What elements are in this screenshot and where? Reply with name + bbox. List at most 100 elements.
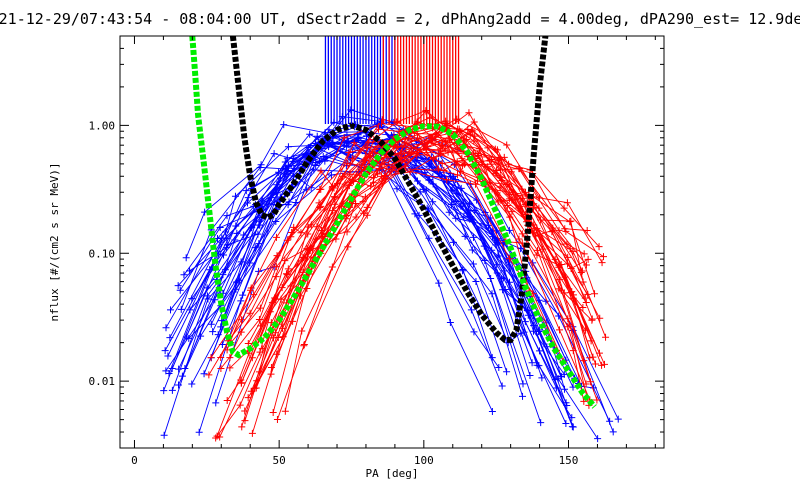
series-0-point [488, 290, 496, 298]
series-1-point [584, 290, 592, 298]
series-1-point [438, 160, 446, 168]
series-1-point [555, 285, 563, 293]
series-0-point [528, 359, 536, 367]
series-0-point [468, 246, 476, 254]
series-1-point [363, 143, 371, 151]
series-0-point [343, 142, 351, 150]
series-1-point [564, 315, 572, 323]
series-1-point [494, 160, 502, 168]
series-0-point [281, 170, 289, 178]
series-0-point [594, 435, 602, 443]
series-1-point [456, 127, 464, 135]
series-1-point [401, 153, 409, 161]
series-0-point [445, 177, 453, 185]
series-0-point [242, 187, 250, 195]
series-1-point [350, 139, 358, 147]
series-1-point [508, 196, 516, 204]
series-1-point [363, 211, 371, 219]
series-0-point [200, 370, 208, 378]
series-1-point [273, 416, 281, 424]
series-1-point [217, 364, 225, 372]
series-1-point [430, 154, 438, 162]
series-1-point [405, 148, 413, 156]
series-1-point [381, 171, 389, 179]
series-0-point [452, 214, 460, 222]
series-1-point [599, 253, 607, 261]
series-1-point [602, 333, 610, 341]
series-1-point [508, 208, 516, 216]
series-1-point [297, 229, 305, 237]
series-0-point [469, 260, 477, 268]
x-tick-label: 50 [273, 454, 286, 467]
series-1-point [579, 304, 587, 312]
series-1-point [267, 370, 275, 378]
series-0-point [207, 320, 215, 328]
series-0-point [419, 185, 427, 193]
series-0-point [222, 228, 230, 236]
series-1-point [269, 408, 277, 416]
series-1-point [564, 253, 572, 261]
series-1-point [586, 354, 594, 362]
series-0-point [519, 380, 527, 388]
series-0-point [188, 380, 196, 388]
series-1-point [443, 176, 451, 184]
series-0-point [306, 130, 314, 138]
series-0-point [470, 328, 478, 336]
series-1-point [452, 161, 460, 169]
series-1-point [401, 139, 409, 147]
series-0-point [219, 289, 227, 297]
x-tick-label: 100 [414, 454, 434, 467]
series-1-point [587, 337, 595, 345]
series-0-point [472, 277, 480, 285]
x-axis: 0 50 100 150 [131, 36, 656, 467]
series-0-point [393, 185, 401, 193]
series-1-point [340, 134, 348, 142]
series-0-point [244, 194, 252, 202]
series-1-point [244, 394, 252, 402]
series-1-curve [244, 112, 588, 421]
series-1-point [346, 170, 354, 178]
series-1-point [256, 304, 264, 312]
series-1-point [348, 155, 356, 163]
series-1-point [533, 251, 541, 259]
series-0-point [168, 386, 176, 394]
series-1-point [281, 257, 289, 265]
series-0-point [497, 275, 505, 283]
series-0-point [212, 399, 220, 407]
series-0-point [562, 419, 570, 427]
series-0-point [614, 415, 622, 423]
series-0-point [283, 154, 291, 162]
series-1-point [539, 245, 547, 253]
chart-title: 2021-12-29/07:43:54 - 08:04:00 UT, dSect… [0, 10, 800, 28]
series-0-point [481, 257, 489, 265]
series-0-point [175, 381, 183, 389]
series-0-point [284, 162, 292, 170]
series-1-point [530, 224, 538, 232]
series-1-point [413, 152, 421, 160]
series-0-point [160, 387, 168, 395]
series-0-point [535, 327, 543, 335]
series-0-point [328, 140, 336, 148]
series-0-point [195, 428, 203, 436]
series-0-point [166, 334, 174, 342]
series-1-point [332, 235, 340, 243]
series-0-point [232, 222, 240, 230]
series-1-point [237, 328, 245, 336]
series-0-point [560, 370, 568, 378]
series-0-point [325, 126, 333, 134]
series-0-point [223, 212, 231, 220]
series-1-point [488, 155, 496, 163]
series-1-point [304, 230, 312, 238]
series-1-point [236, 401, 244, 409]
series-0-point [231, 192, 239, 200]
series-3-fit [189, 36, 597, 409]
series-0-point [167, 306, 175, 314]
series-0-point [174, 282, 182, 290]
series-1-point [515, 235, 523, 243]
series-1-point [223, 396, 231, 404]
series-0-point [609, 428, 617, 436]
series-0-point [319, 152, 327, 160]
series-0-point [413, 177, 421, 185]
series-0-point [177, 305, 185, 313]
